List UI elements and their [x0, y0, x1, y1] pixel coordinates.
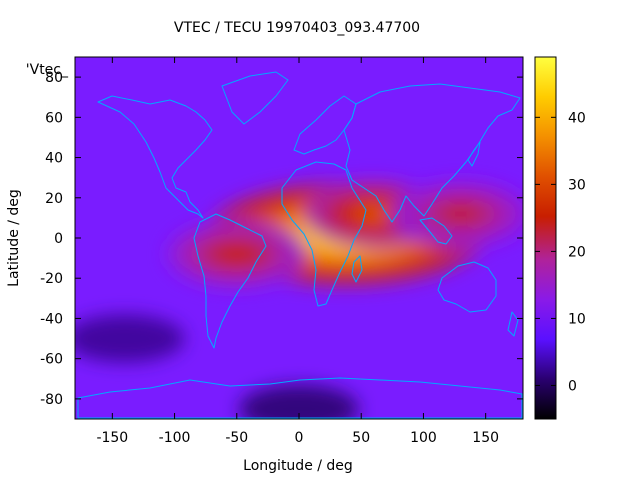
- x-axis-label: Longitude / deg: [243, 458, 353, 474]
- y-axis-label: Latitude / deg: [6, 189, 22, 287]
- series-key-label: 'Vtec_: [26, 62, 69, 78]
- x-tick-label: 150: [472, 430, 499, 446]
- coast-japan: [467, 141, 481, 167]
- y-tick-label: 20: [45, 191, 63, 207]
- y-tick-label: 0: [54, 231, 63, 247]
- colorbar-tick-label: 40: [568, 110, 586, 126]
- coastline-overlay: [77, 71, 523, 419]
- y-tick-label: -40: [40, 311, 63, 327]
- heat-contour: [361, 207, 387, 220]
- coast-madagascar: [351, 255, 363, 283]
- x-axis-ticks: -150 -100 -50 0 50 100 150: [96, 57, 499, 446]
- y-tick-label: 60: [45, 110, 63, 126]
- x-tick-label: -100: [159, 430, 191, 446]
- colorbar-tick-label: 0: [568, 378, 577, 394]
- colorbar-tick-label: 20: [568, 244, 586, 260]
- x-tick-label: -150: [96, 430, 128, 446]
- y-axis-ticks: -80 -60 -40 -20 0 20 40 60 80: [40, 70, 523, 408]
- colorbar-tick-label: 10: [568, 311, 586, 327]
- low-value-region: [75, 314, 185, 363]
- low-value-regions: [75, 314, 359, 419]
- x-tick-label: 50: [352, 430, 370, 446]
- y-tick-label: 40: [45, 151, 63, 167]
- colorbar-ticks: 0 10 20 30 40: [535, 110, 586, 394]
- low-value-region: [239, 384, 359, 419]
- y-tick-label: -20: [40, 271, 63, 287]
- colorbar-tick-label: 30: [568, 177, 586, 193]
- y-tick-label: -80: [40, 392, 63, 408]
- colorbar: [534, 56, 557, 420]
- heat-contour: [448, 207, 474, 220]
- vtec-heatmap: [75, 57, 523, 419]
- coast-africa: [281, 161, 367, 307]
- chart-title: VTEC / TECU 19970403_093.47700: [174, 20, 420, 36]
- y-tick-label: 80: [45, 70, 63, 86]
- x-tick-label: 0: [295, 430, 304, 446]
- coast-north-america: [97, 95, 213, 219]
- coast-asia: [343, 83, 521, 223]
- x-tick-label: 100: [410, 430, 437, 446]
- x-tick-label: -50: [225, 430, 248, 446]
- coast-australia: [437, 261, 497, 313]
- coast-southeast-asia: [419, 217, 453, 245]
- coast-greenland: [221, 71, 289, 125]
- heat-contour: [224, 247, 250, 261]
- coast-antarctica: [77, 377, 523, 419]
- y-tick-label: -60: [40, 352, 63, 368]
- coast-south-america: [193, 213, 267, 349]
- coast-new-zealand: [507, 311, 519, 337]
